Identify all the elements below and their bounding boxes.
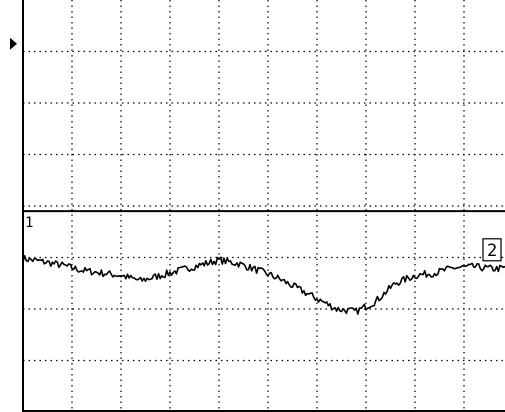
traces <box>22 210 505 315</box>
graticule <box>23 0 505 412</box>
trigger-level-marker-icon <box>10 37 17 50</box>
markers: 12 <box>10 37 502 262</box>
channel-marker-box-ch2 <box>482 238 502 262</box>
channel-marker-ch2: 2 <box>487 241 497 261</box>
screen-frame <box>22 0 505 412</box>
trace-ch2 <box>22 255 505 315</box>
channel-marker-ch1: 1 <box>25 215 33 231</box>
